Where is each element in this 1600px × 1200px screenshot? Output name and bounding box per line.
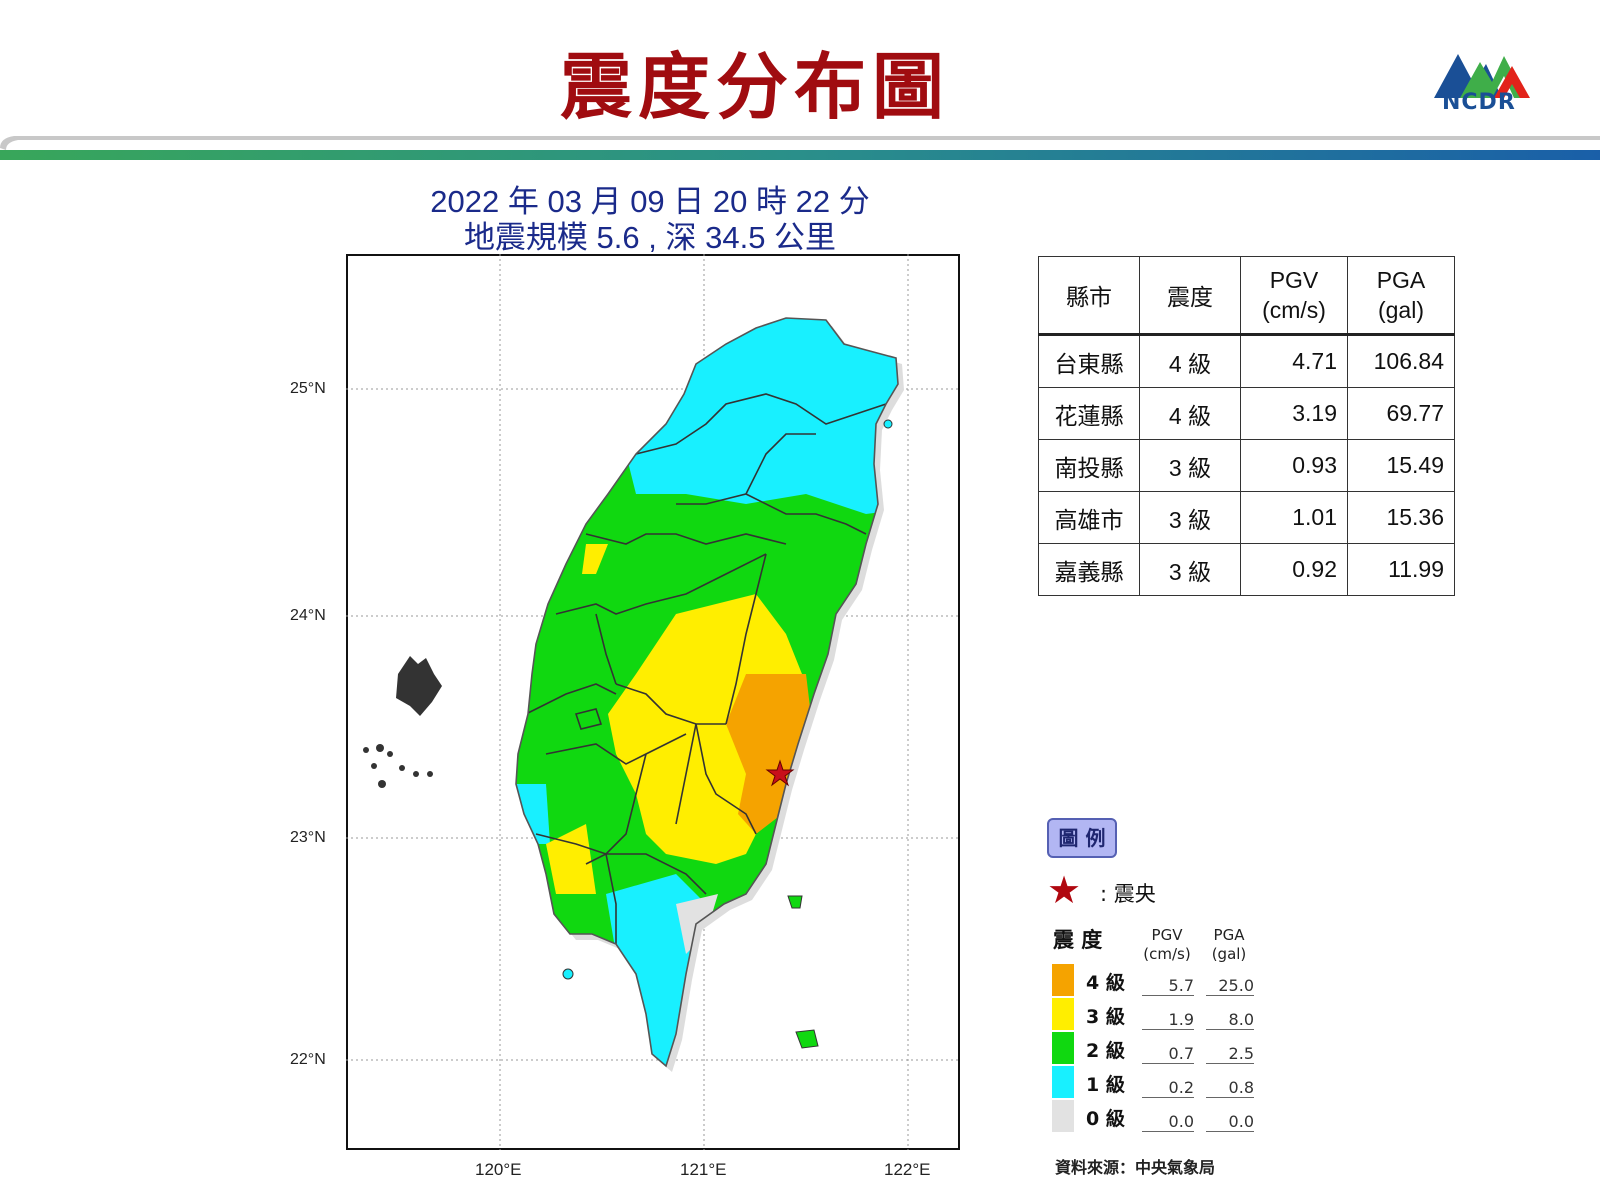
- legend-level-3: 3 級 1.9 8.0: [1052, 998, 1262, 1030]
- col-county: 縣市: [1038, 256, 1140, 336]
- lat-label-23: 23°N: [290, 829, 326, 846]
- legend-level-0: 0 級 0.0 0.0: [1052, 1100, 1262, 1132]
- legend-swatch: [1052, 1100, 1074, 1132]
- lon-label-122: 122°E: [884, 1160, 931, 1179]
- epicenter-legend-star-icon: ★: [1047, 868, 1082, 912]
- table-row: 南投縣 3 級 0.93 15.49: [1038, 439, 1455, 492]
- legend-head-intensity: 震 度: [1053, 928, 1103, 952]
- table-row: 花蓮縣 4 級 3.19 69.77: [1038, 387, 1455, 440]
- epicenter-star-icon: [765, 759, 795, 787]
- col-intensity: 震度: [1139, 256, 1241, 336]
- legend-level-2: 2 級 0.7 2.5: [1052, 1032, 1262, 1064]
- legend-swatch: [1052, 964, 1074, 996]
- col-pga: PGA (gal): [1347, 256, 1455, 336]
- intensity-summary-table: 縣市 震度 PGV (cm/s) PGA (gal) 台東縣 4 級 4.71 106.…: [1038, 256, 1455, 596]
- legend-head-pga: PGA (gal): [1211, 926, 1247, 963]
- table-header-row: 縣市 震度 PGV (cm/s) PGA (gal): [1038, 256, 1455, 336]
- legend-level-4: 4 級 5.7 25.0: [1052, 964, 1262, 996]
- table-row: 高雄市 3 級 1.01 15.36: [1038, 491, 1455, 544]
- epicenter-legend-label: : 震央: [1100, 882, 1156, 906]
- legend-head-pgv: PGV (cm/s): [1143, 926, 1191, 963]
- legend-swatch: [1052, 1032, 1074, 1064]
- ncdr-logo-icon: [1434, 54, 1530, 98]
- intensity-map: [346, 254, 960, 1150]
- col-pgv: PGV (cm/s): [1240, 256, 1348, 336]
- logo-text: NCDR: [1442, 90, 1516, 115]
- data-source: 資料來源：中央氣象局: [1055, 1158, 1216, 1177]
- quake-datetime: 2022 年 03 月 09 日 20 時 22 分: [430, 184, 870, 219]
- table-row: 嘉義縣 3 級 0.92 11.99: [1038, 543, 1455, 596]
- lon-label-121: 121°E: [680, 1160, 727, 1179]
- quake-magnitude-depth: 地震規模 5.6 , 深 34.5 公里: [463, 220, 837, 255]
- lat-label-25: 25°N: [290, 380, 326, 397]
- legend-swatch: [1052, 998, 1074, 1030]
- legend-swatch: [1052, 1066, 1074, 1098]
- page-title: 震度分布圖: [559, 45, 950, 129]
- lat-label-24: 24°N: [290, 607, 326, 624]
- lon-label-120: 120°E: [475, 1160, 522, 1179]
- legend-tag: 圖 例: [1047, 818, 1117, 858]
- legend-level-1: 1 級 0.2 0.8: [1052, 1066, 1262, 1098]
- header-divider: [0, 136, 1600, 163]
- table-row: 台東縣 4 級 4.71 106.84: [1038, 334, 1455, 388]
- lat-label-22: 22°N: [290, 1051, 326, 1068]
